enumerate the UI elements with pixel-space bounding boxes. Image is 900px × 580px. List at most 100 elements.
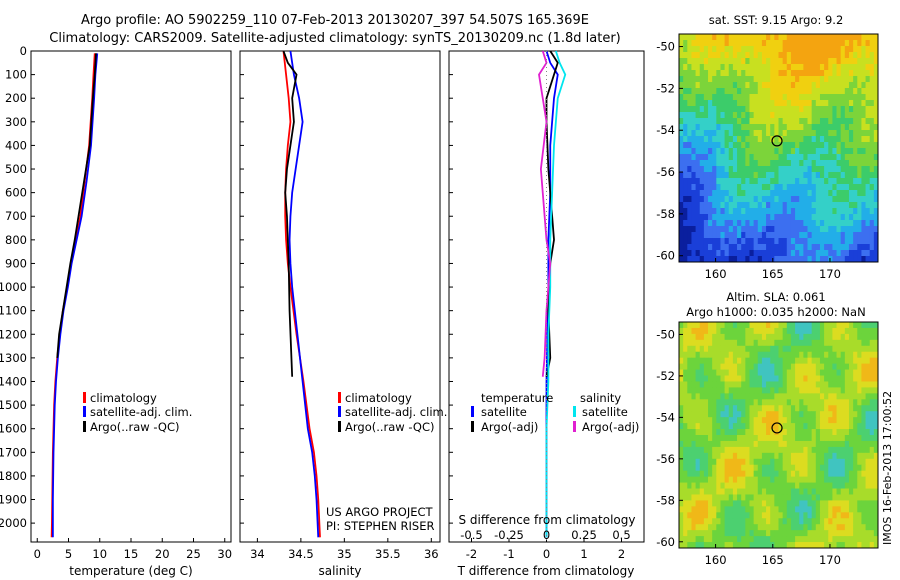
- map-cell: [799, 76, 804, 83]
- map-cell: [778, 482, 784, 489]
- map-cell: [761, 369, 767, 376]
- map-cell: [782, 333, 788, 341]
- map-cell: [741, 363, 746, 370]
- map-cell: [853, 70, 858, 77]
- map-cell: [832, 375, 837, 382]
- map-cell: [815, 322, 821, 329]
- map-cell: [720, 518, 726, 525]
- map-cell: [857, 190, 862, 197]
- map-cell: [865, 46, 871, 53]
- map-cell: [836, 226, 842, 233]
- map-cell: [795, 322, 800, 329]
- map-cell: [732, 238, 738, 245]
- map-cell: [786, 405, 792, 412]
- map-cell: [799, 112, 804, 119]
- map-cell: [728, 327, 734, 335]
- map-cell: [683, 363, 688, 370]
- map-cell: [848, 524, 854, 531]
- map-cell: [819, 256, 825, 263]
- map-cell: [778, 202, 784, 209]
- map-cell: [782, 142, 788, 149]
- map-cell: [853, 435, 858, 442]
- legend-label-satellite-adj: satellite-adj. clim.: [345, 405, 447, 419]
- map-cell: [807, 363, 813, 370]
- map-cell: [753, 70, 759, 77]
- map-cell: [737, 142, 742, 149]
- map-cell: [786, 399, 792, 406]
- map-cell: [761, 322, 767, 329]
- map-cell: [853, 411, 858, 418]
- map-cell: [770, 524, 775, 531]
- map-cell: [699, 34, 705, 41]
- map-cell: [732, 393, 738, 400]
- map-cell: [741, 76, 746, 83]
- map-cell: [741, 178, 746, 185]
- map-cell: [861, 124, 866, 131]
- map-cell: [840, 405, 846, 412]
- map-cell: [753, 536, 759, 543]
- map-cell: [757, 124, 763, 131]
- map-cell: [869, 429, 875, 436]
- map-cell: [819, 446, 825, 454]
- map-cell: [749, 423, 755, 430]
- map-cell: [691, 130, 696, 137]
- map-cell: [807, 142, 813, 149]
- map-cell: [865, 112, 871, 119]
- map-cell: [803, 369, 808, 376]
- map-cell: [761, 208, 767, 215]
- map-cell: [703, 136, 709, 143]
- map-cell: [828, 226, 833, 233]
- map-cell: [753, 542, 759, 549]
- map-cell: [745, 387, 750, 394]
- map-cell: [819, 190, 825, 197]
- map-cell: [757, 387, 763, 394]
- map-cell: [774, 375, 779, 382]
- map-cell: [737, 375, 742, 382]
- map-cell: [857, 124, 862, 131]
- map-cell: [865, 160, 871, 167]
- map-cell: [724, 232, 730, 239]
- map-cell: [728, 118, 734, 125]
- map-cell: [761, 405, 767, 412]
- map-cell: [716, 488, 721, 495]
- map-cell: [828, 46, 833, 53]
- map-cell: [745, 369, 750, 376]
- map-cell: [811, 40, 817, 47]
- map-cell: [836, 452, 842, 460]
- map-cell: [728, 429, 734, 436]
- map-cell: [869, 172, 875, 179]
- map-cell: [749, 226, 755, 233]
- map-cell: [712, 256, 717, 263]
- map-cell: [728, 130, 734, 137]
- map-cell: [815, 506, 821, 513]
- map-cell: [695, 429, 701, 436]
- map-cell: [790, 423, 796, 430]
- map-cell: [691, 250, 696, 257]
- map-cell: [832, 250, 837, 257]
- map-cell: [679, 88, 684, 95]
- map-cell: [786, 256, 792, 263]
- map-cell: [803, 488, 808, 495]
- map-cell: [770, 488, 775, 495]
- map-cell: [807, 488, 813, 495]
- map-cell: [720, 256, 726, 263]
- map-cell: [795, 124, 800, 131]
- map-cell: [873, 322, 879, 329]
- map-cell: [782, 178, 788, 185]
- map-cell: [741, 411, 746, 418]
- map-cell: [699, 494, 705, 501]
- map-cell: [724, 208, 730, 215]
- map-cell: [844, 417, 850, 424]
- map-cell: [848, 76, 854, 83]
- map-cell: [853, 202, 858, 209]
- map-cell: [720, 476, 726, 483]
- map-cell: [803, 136, 808, 143]
- map-cell: [853, 429, 858, 436]
- map-cell: [844, 208, 850, 215]
- map-cell: [828, 327, 833, 335]
- map-cell: [853, 536, 858, 543]
- map-cell: [778, 345, 784, 353]
- sst-map-title: sat. SST: 9.15 Argo: 9.2: [709, 13, 844, 27]
- map-cell: [782, 464, 788, 472]
- map-cell: [770, 112, 775, 119]
